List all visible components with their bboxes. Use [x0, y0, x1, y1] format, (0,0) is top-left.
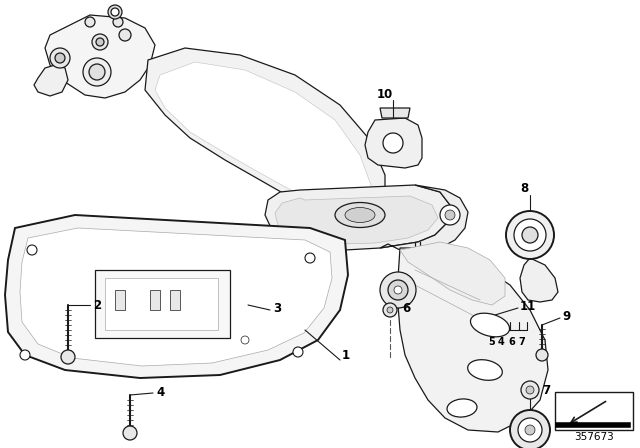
Circle shape	[518, 418, 542, 442]
Circle shape	[119, 29, 131, 41]
Circle shape	[525, 425, 535, 435]
Circle shape	[61, 350, 75, 364]
Circle shape	[305, 253, 315, 263]
Text: 3: 3	[273, 302, 281, 314]
Polygon shape	[150, 290, 160, 310]
Circle shape	[383, 303, 397, 317]
Circle shape	[383, 133, 403, 153]
Text: 11: 11	[520, 300, 536, 313]
Text: 10: 10	[377, 87, 393, 100]
Text: 9: 9	[562, 310, 570, 323]
Circle shape	[89, 64, 105, 80]
Polygon shape	[95, 270, 230, 338]
Circle shape	[445, 210, 455, 220]
Circle shape	[50, 48, 70, 68]
Polygon shape	[520, 258, 558, 302]
Ellipse shape	[345, 207, 375, 223]
Text: 2: 2	[93, 298, 101, 311]
Text: 6: 6	[402, 302, 410, 314]
Circle shape	[20, 350, 30, 360]
Circle shape	[506, 211, 554, 259]
Ellipse shape	[447, 399, 477, 417]
Polygon shape	[155, 62, 372, 212]
Polygon shape	[365, 118, 422, 168]
Polygon shape	[400, 242, 505, 305]
Circle shape	[111, 8, 119, 16]
Ellipse shape	[468, 360, 502, 380]
Circle shape	[96, 38, 104, 46]
Polygon shape	[145, 48, 385, 220]
Polygon shape	[34, 65, 68, 96]
Circle shape	[123, 426, 137, 440]
Circle shape	[55, 53, 65, 63]
Circle shape	[526, 386, 534, 394]
Circle shape	[514, 219, 546, 251]
Polygon shape	[20, 228, 332, 366]
Text: 357673: 357673	[574, 432, 614, 442]
Circle shape	[440, 205, 460, 225]
Circle shape	[108, 5, 122, 19]
Circle shape	[92, 34, 108, 50]
Text: 7: 7	[518, 337, 525, 347]
Polygon shape	[398, 248, 548, 432]
Text: 4: 4	[156, 385, 164, 399]
Circle shape	[380, 272, 416, 308]
Circle shape	[521, 381, 539, 399]
Polygon shape	[105, 278, 218, 330]
Circle shape	[522, 227, 538, 243]
Text: 5: 5	[488, 337, 495, 347]
Polygon shape	[265, 185, 450, 250]
Circle shape	[85, 17, 95, 27]
Circle shape	[388, 280, 408, 300]
Ellipse shape	[335, 202, 385, 228]
Circle shape	[293, 347, 303, 357]
Circle shape	[510, 410, 550, 448]
Polygon shape	[115, 290, 125, 310]
Polygon shape	[275, 196, 438, 244]
Ellipse shape	[470, 313, 509, 337]
Text: 7: 7	[542, 383, 550, 396]
Circle shape	[387, 307, 393, 313]
FancyBboxPatch shape	[555, 392, 633, 430]
Polygon shape	[170, 290, 180, 310]
Polygon shape	[5, 215, 348, 378]
Polygon shape	[380, 108, 410, 118]
Polygon shape	[380, 185, 468, 252]
Polygon shape	[45, 15, 155, 98]
Text: 4: 4	[498, 337, 504, 347]
Text: 1: 1	[342, 349, 350, 362]
Text: 8: 8	[520, 181, 528, 194]
Circle shape	[27, 245, 37, 255]
Circle shape	[241, 336, 249, 344]
Text: 6: 6	[509, 337, 515, 347]
Circle shape	[536, 349, 548, 361]
Circle shape	[113, 17, 123, 27]
Circle shape	[83, 58, 111, 86]
Circle shape	[394, 286, 402, 294]
